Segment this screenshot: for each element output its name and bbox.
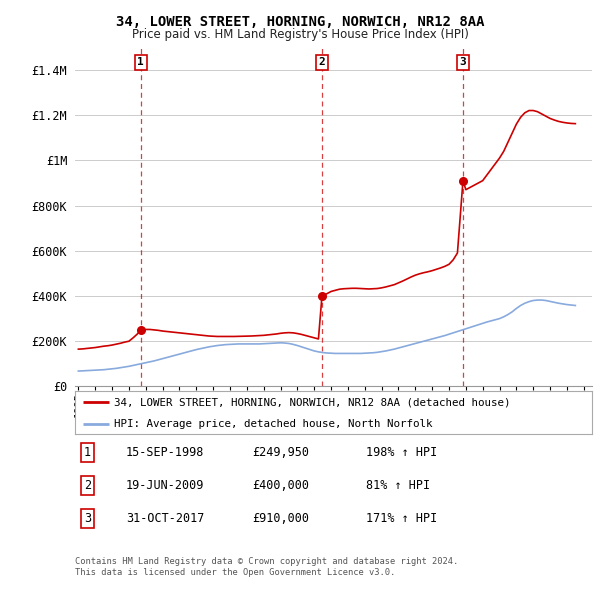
Text: 34, LOWER STREET, HORNING, NORWICH, NR12 8AA: 34, LOWER STREET, HORNING, NORWICH, NR12… [116, 15, 484, 30]
Text: 1: 1 [84, 446, 91, 459]
Text: 15-SEP-1998: 15-SEP-1998 [126, 446, 205, 459]
Text: 198% ↑ HPI: 198% ↑ HPI [366, 446, 437, 459]
Text: 3: 3 [84, 512, 91, 525]
Text: Contains HM Land Registry data © Crown copyright and database right 2024.: Contains HM Land Registry data © Crown c… [75, 558, 458, 566]
Text: 171% ↑ HPI: 171% ↑ HPI [366, 512, 437, 525]
Text: 34, LOWER STREET, HORNING, NORWICH, NR12 8AA (detached house): 34, LOWER STREET, HORNING, NORWICH, NR12… [114, 397, 510, 407]
Text: 1: 1 [137, 57, 144, 67]
Text: HPI: Average price, detached house, North Norfolk: HPI: Average price, detached house, Nort… [114, 419, 432, 429]
Text: This data is licensed under the Open Government Licence v3.0.: This data is licensed under the Open Gov… [75, 568, 395, 577]
Text: 3: 3 [460, 57, 466, 67]
Text: £910,000: £910,000 [252, 512, 309, 525]
Text: 19-JUN-2009: 19-JUN-2009 [126, 479, 205, 492]
Text: 2: 2 [319, 57, 325, 67]
Text: 2: 2 [84, 479, 91, 492]
Text: 81% ↑ HPI: 81% ↑ HPI [366, 479, 430, 492]
Text: £400,000: £400,000 [252, 479, 309, 492]
Text: 31-OCT-2017: 31-OCT-2017 [126, 512, 205, 525]
Text: Price paid vs. HM Land Registry's House Price Index (HPI): Price paid vs. HM Land Registry's House … [131, 28, 469, 41]
Text: £249,950: £249,950 [252, 446, 309, 459]
